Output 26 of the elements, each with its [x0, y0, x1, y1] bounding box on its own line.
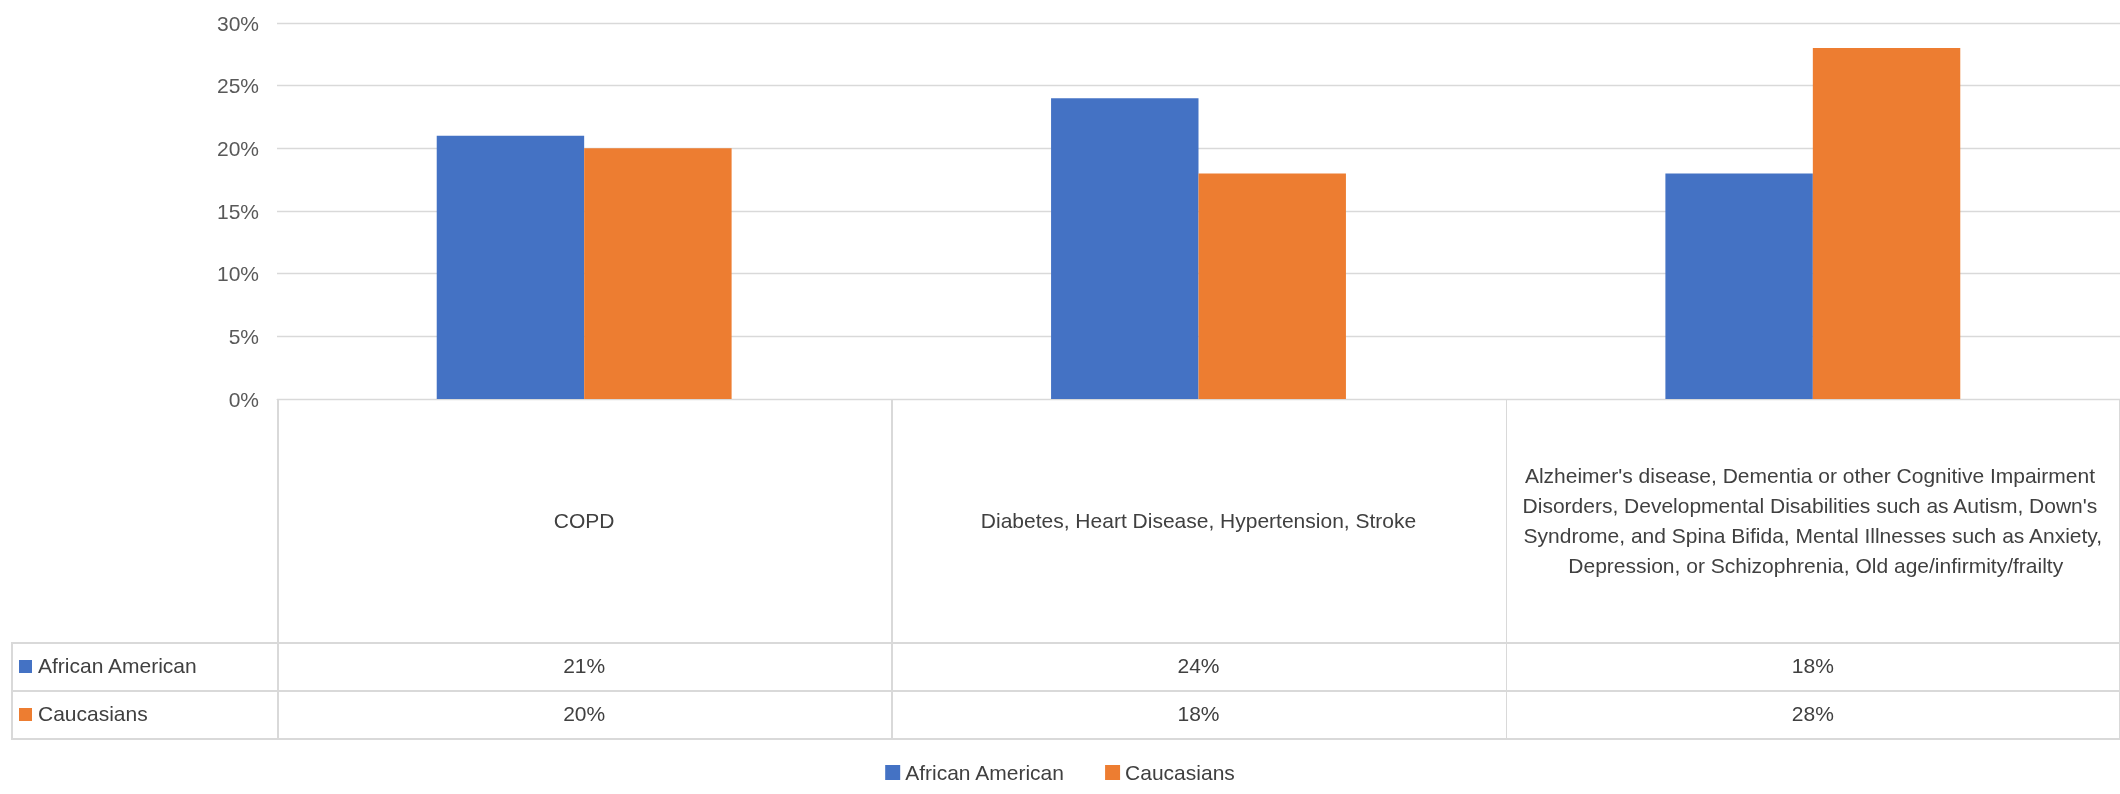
- data-label: 21%: [562, 653, 607, 679]
- bar: [436, 135, 585, 399]
- x-tick-label: Alzheimer's disease, Dementia or other Cognitive Impairment Disorders, Developmental Disabilities such as Autism, Down's Syndrome, and Spina Bifida, Mental Illnesses such as Anxiety, Depression, or Schizophrenia, Old age/infirmity/frailty: [1522, 464, 2104, 577]
- data-label: 20%: [562, 701, 607, 727]
- data-label: 18%: [1176, 701, 1221, 727]
- y-tick-label: 25%: [216, 74, 259, 98]
- bar: [1812, 48, 1961, 399]
- text: African American: [905, 761, 1064, 784]
- y-tick-label: 0%: [228, 387, 259, 411]
- y-tick-label: 15%: [216, 199, 259, 223]
- text: Caucasians: [38, 702, 148, 725]
- data-label: 28%: [1790, 701, 1835, 727]
- bar: [1665, 173, 1813, 399]
- y-tick-label: 30%: [216, 11, 259, 35]
- data-label: 18%: [1790, 653, 1835, 679]
- legend-label: Caucasians: [1125, 761, 1235, 784]
- bar: [584, 148, 732, 399]
- x-tick-label: Diabetes, Heart Disease, Hypertension, Stroke: [980, 509, 1417, 532]
- legend-label: African American: [37, 653, 198, 679]
- bar: [1198, 173, 1346, 399]
- y-tick-label: 20%: [216, 136, 259, 160]
- bar: [1051, 98, 1199, 399]
- data-label: 24%: [1176, 653, 1221, 679]
- y-tick-label: 10%: [216, 262, 259, 286]
- x-tick-label: COPD: [553, 509, 615, 532]
- y-tick-label: 5%: [228, 324, 259, 348]
